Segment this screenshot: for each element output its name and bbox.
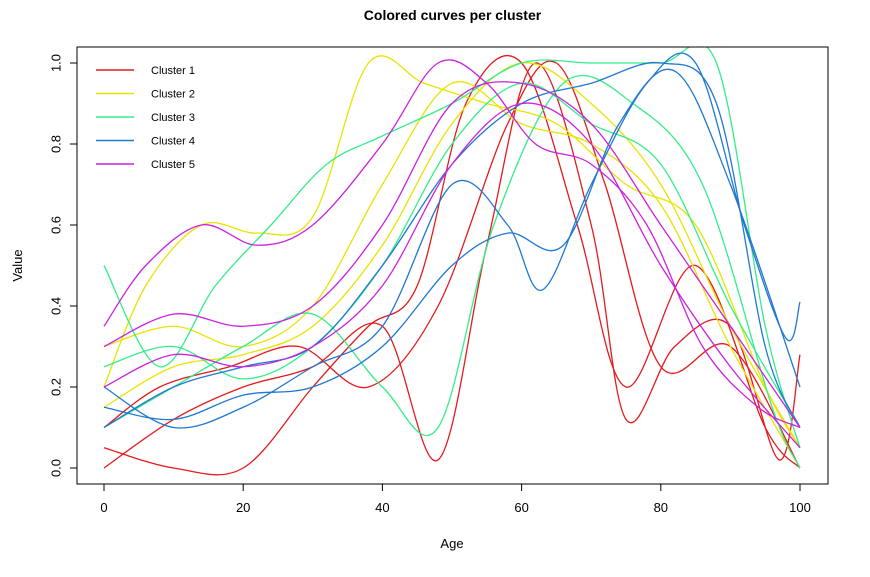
series-3 bbox=[103, 47, 801, 469]
series-1-curve-3 bbox=[103, 60, 801, 469]
x-axis: 0 20 40 60 80 100 bbox=[100, 483, 811, 515]
y-tick-label-2: 0.4 bbox=[48, 297, 63, 315]
y-axis-label: Value bbox=[10, 249, 25, 281]
y-tick-label-4: 0.8 bbox=[48, 135, 63, 153]
x-tick-label-5: 100 bbox=[789, 500, 811, 515]
series-3-curve-3 bbox=[103, 82, 801, 428]
legend-label-4: Cluster 4 bbox=[151, 136, 195, 148]
series-2-curve-3 bbox=[103, 62, 801, 449]
plot-area bbox=[103, 47, 801, 476]
x-axis-label: Age bbox=[440, 536, 463, 551]
series-1-curve-1 bbox=[103, 62, 801, 469]
y-tick-label-3: 0.6 bbox=[48, 216, 63, 234]
legend-label-3: Cluster 3 bbox=[151, 112, 195, 124]
y-tick-label-0: 0.0 bbox=[48, 459, 63, 477]
series-5-curve-2 bbox=[103, 81, 801, 428]
series-3-curve-1 bbox=[103, 47, 801, 448]
x-tick-label-4: 80 bbox=[654, 500, 668, 515]
chart-title: Colored curves per cluster bbox=[364, 7, 542, 23]
series-1-curve-2 bbox=[103, 55, 801, 476]
x-tick-label-0: 0 bbox=[100, 500, 107, 515]
series-1 bbox=[103, 55, 801, 476]
series-5-curve-1 bbox=[103, 59, 801, 429]
series-5-curve-3 bbox=[103, 102, 801, 449]
legend: Cluster 1 Cluster 2 Cluster 3 Cluster 4 Clus… bbox=[78, 48, 248, 185]
y-tick-label-5: 1.0 bbox=[48, 54, 63, 72]
series-4-curve-3 bbox=[103, 68, 801, 421]
legend-label-2: Cluster 2 bbox=[151, 89, 195, 101]
y-axis: 0.0 0.2 0.4 0.6 0.8 1.0 bbox=[48, 54, 78, 477]
x-tick-label-1: 20 bbox=[236, 500, 250, 515]
series-5 bbox=[103, 59, 801, 449]
x-tick-label-3: 60 bbox=[514, 500, 528, 515]
legend-label-1: Cluster 1 bbox=[151, 65, 195, 77]
series-3-curve-2 bbox=[103, 74, 801, 469]
x-tick-label-2: 40 bbox=[375, 500, 389, 515]
y-tick-label-1: 0.2 bbox=[48, 378, 63, 396]
legend-label-5: Cluster 5 bbox=[151, 159, 195, 171]
